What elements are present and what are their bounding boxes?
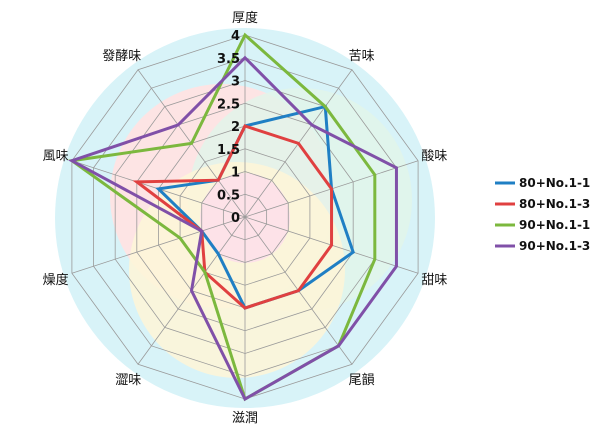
tick-label: 3 <box>231 75 240 90</box>
series-lines <box>68 32 398 402</box>
axis-label: 酸味 <box>421 149 447 164</box>
axis-label: 甜味 <box>421 272 447 288</box>
tick-label: 1 <box>231 166 240 181</box>
tick-label: 1.5 <box>217 143 240 158</box>
legend: 80+No.1-1 80+No.1-3 90+No.1-1 90+No.1-3 <box>495 176 590 253</box>
tick-label: 2.5 <box>217 97 240 112</box>
axis-label: 苦味 <box>349 48 375 64</box>
axis-label: 澀味 <box>115 373 141 388</box>
tick-label: 0.5 <box>217 188 240 203</box>
axis-label: 尾韻 <box>349 372 375 388</box>
series-line-1 <box>132 124 334 310</box>
tick-label: 0 <box>231 211 240 226</box>
tick-label: 3.5 <box>217 52 240 67</box>
legend-label: 90+No.1-3 <box>519 239 590 253</box>
tick-labels: 0 0.5 1 1.5 2 2.5 3 3.5 4 <box>217 29 240 226</box>
legend-label: 80+No.1-3 <box>519 197 590 211</box>
axis-label: 發酵味 <box>102 49 141 64</box>
tick-label: 2 <box>231 120 240 135</box>
axis-label: 風味 <box>43 149 69 164</box>
legend-label: 80+No.1-1 <box>519 176 590 190</box>
tick-label: 4 <box>231 29 240 44</box>
legend-label: 90+No.1-1 <box>519 218 590 232</box>
series-line-3 <box>68 55 398 402</box>
axis-label: 滋潤 <box>232 411 258 426</box>
grid-spoke <box>71 216 246 274</box>
axis-label: 厚度 <box>232 10 258 26</box>
axis-label: 燥度 <box>43 272 69 288</box>
